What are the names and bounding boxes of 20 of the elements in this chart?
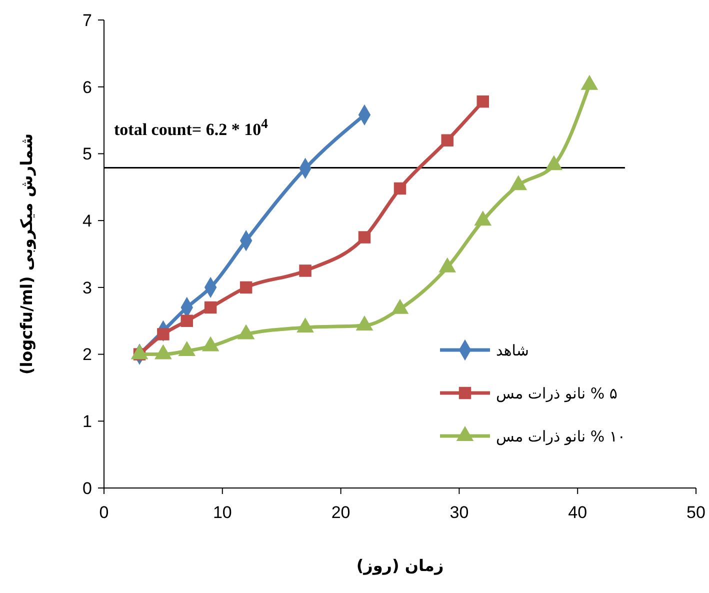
y-axis-title: شمارش میکروبی (logcfu/ml) (17, 133, 36, 375)
y-tick-label: 4 (82, 212, 92, 231)
x-tick-label: 10 (212, 503, 232, 522)
y-tick-label: 2 (82, 345, 92, 364)
y-tick-label: 7 (82, 10, 92, 30)
x-tick-label: 40 (568, 503, 588, 522)
y-tick-label: 5 (82, 144, 92, 164)
y-tick-label: 0 (82, 478, 92, 498)
x-axis-title: زمان (روز) (356, 556, 444, 575)
y-tick-label: 3 (82, 278, 92, 298)
y-tick-label: 1 (82, 412, 92, 432)
legend-label: شاهد (496, 341, 529, 360)
annotation: total count= 6.2 * 10$^{4}$ (114, 116, 268, 139)
legend-label: ۱۰ % نانو ذرات مس (496, 427, 626, 446)
x-tick-label: 0 (99, 503, 109, 522)
x-tick-label: 50 (686, 503, 706, 522)
x-tick-label: 20 (331, 503, 350, 522)
x-tick-label: 30 (450, 503, 469, 522)
y-tick-label: 6 (82, 78, 92, 97)
legend-label: ۵ % نانو ذرات مس (496, 384, 618, 402)
